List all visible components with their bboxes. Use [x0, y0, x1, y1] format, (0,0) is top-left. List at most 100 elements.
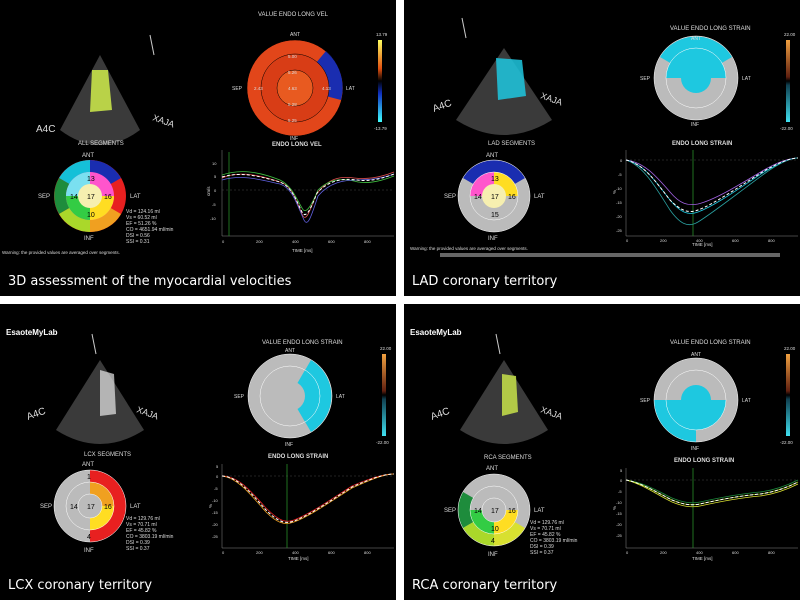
chart-title: ENDO LONG STRAIN: [674, 458, 734, 464]
y-tick: -5: [214, 486, 218, 491]
segment-number: 4: [491, 538, 495, 545]
strain-chart: [221, 464, 395, 549]
y-tick: -10: [616, 500, 623, 505]
stats-block: Vd = 129.76 ml Vs = 70.71 ml EF = 45.82 …: [126, 516, 174, 552]
scale-min: -22.00: [780, 126, 793, 131]
scale-max: 22.00: [784, 32, 796, 37]
segments-bullseye: 17 13 10 14 16: [54, 160, 126, 232]
bullseye-label-right: LAT: [130, 194, 141, 200]
segment-number: 4: [87, 534, 91, 541]
view-side-label: XAJA: [539, 90, 564, 107]
map-value: 4.63: [288, 86, 297, 91]
map-label-left: SEP: [234, 394, 245, 400]
panel-lcx: A4C XAJA LCX SEGMENTS 17 14 16 1 4 ANT I…: [0, 304, 396, 600]
segment-number: 17: [87, 504, 95, 511]
y-axis-label: %: [208, 504, 213, 508]
map-label-left: SEP: [640, 398, 651, 404]
scale-max: 22.00: [784, 346, 796, 351]
map-label-left: SEP: [232, 86, 243, 92]
value-map-bullseye: [653, 357, 739, 443]
map-value: 4.13: [322, 86, 331, 91]
stat-line: SSI = 0.31: [126, 239, 150, 245]
x-axis-label: TIME [ms]: [292, 248, 313, 253]
stats-block: Vd = 129.76 ml Vs = 70.71 ml EF = 45.82 …: [530, 520, 578, 556]
segment-number: 17: [491, 508, 499, 515]
x-tick: 800: [768, 238, 775, 243]
y-tick: -20: [616, 214, 623, 219]
stat-line: DSI = 0.39: [530, 544, 554, 550]
y-tick: -5: [212, 202, 216, 207]
velocity-chart: [221, 150, 395, 237]
segment-number: 10: [491, 526, 499, 533]
x-tick: 400: [696, 238, 703, 243]
view-side-label: XAJA: [135, 404, 160, 421]
bullseye-label-right: LAT: [534, 508, 545, 514]
chart-title: ENDO LONG STRAIN: [672, 141, 732, 147]
y-tick: -5: [618, 172, 622, 177]
y-tick: -5: [618, 489, 622, 494]
map-label-top: ANT: [285, 348, 295, 354]
y-tick: -15: [212, 510, 219, 515]
map-title: VALUE ENDO LONG STRAIN: [262, 340, 343, 346]
scrollbar-track[interactable]: [440, 253, 780, 257]
map-label-right: LAT: [742, 398, 751, 404]
scale-max: 13.79: [376, 32, 388, 37]
x-tick: 800: [364, 550, 371, 555]
panel-graphics: A4C XAJA RCA SEGMENTS 17 14 16 10 4 ANT …: [429, 333, 799, 561]
segments-title: ALL SEGMENTS: [78, 141, 124, 147]
warning-text: Warning: the provided values are average…: [2, 250, 120, 255]
x-axis-label: TIME [ms]: [692, 242, 713, 247]
stat-line: Vd = 129.76 ml: [126, 516, 160, 522]
x-tick: 600: [328, 550, 335, 555]
map-value: 2.43: [254, 86, 263, 91]
segment-number: 16: [508, 508, 516, 515]
bullseye-label-top: ANT: [486, 153, 498, 159]
view-side-label: XAJA: [151, 112, 176, 129]
y-tick: -25: [616, 533, 623, 538]
color-scale-bar: [382, 354, 386, 436]
bullseye-label-top: ANT: [82, 462, 94, 468]
map-value: 5.26: [288, 70, 297, 75]
map-value: 5.00: [288, 54, 297, 59]
x-tick: 600: [328, 239, 335, 244]
bullseye-label-bottom: INF: [488, 552, 498, 558]
x-tick: 0: [626, 238, 629, 243]
panel-graphics: A4C XAJA LAD SEGMENTS 17 13 14 16 15 ANT…: [410, 17, 799, 257]
panel-graphics: A4C XAJA LCX SEGMENTS 17 14 16 1 4 ANT I…: [25, 333, 395, 561]
x-tick: 0: [222, 239, 225, 244]
chart-title: ENDO LONG VEL: [272, 142, 322, 148]
segment-number: 17: [87, 194, 95, 201]
x-tick: 200: [660, 238, 667, 243]
y-axis-label: cm/s: [206, 186, 211, 196]
strain-chart: [625, 468, 799, 549]
panel-caption: LAD coronary territory: [412, 274, 558, 289]
bullseye-label-right: LAT: [534, 194, 545, 200]
x-tick: 400: [292, 239, 299, 244]
view-label: A4C: [431, 98, 453, 115]
map-title: VALUE ENDO LONG VEL: [258, 12, 329, 18]
scale-min: -22.00: [376, 440, 389, 445]
segment-number: 14: [70, 504, 78, 511]
bullseye-label-top: ANT: [486, 466, 498, 472]
stat-line: Vd = 129.76 ml: [530, 520, 564, 526]
y-axis-label: %: [612, 190, 617, 194]
view-label: A4C: [429, 406, 451, 423]
y-tick: 5: [620, 468, 623, 473]
panel-lad: A4C XAJA LAD SEGMENTS 17 13 14 16 15 ANT…: [404, 0, 800, 296]
x-tick: 800: [768, 550, 775, 555]
segment-overlay: [496, 58, 526, 100]
bullseye-label-left: SEP: [38, 194, 50, 200]
stat-line: DSI = 0.56: [126, 233, 150, 239]
stat-line: CO = 3803.19 ml/min: [530, 538, 578, 544]
y-tick: -20: [212, 522, 219, 527]
x-tick: 400: [292, 550, 299, 555]
segment-number: 10: [87, 212, 95, 219]
stat-line: SSI = 0.37: [530, 550, 554, 556]
strain-chart: [625, 150, 799, 237]
y-tick: 5: [214, 174, 217, 179]
bullseye-label-bottom: INF: [84, 236, 94, 242]
segment-number: 13: [87, 176, 95, 183]
probe-marker: [461, 17, 467, 39]
segments-bullseye: 17 14 16 1 4: [53, 469, 127, 543]
bullseye-label-bottom: INF: [84, 548, 94, 554]
